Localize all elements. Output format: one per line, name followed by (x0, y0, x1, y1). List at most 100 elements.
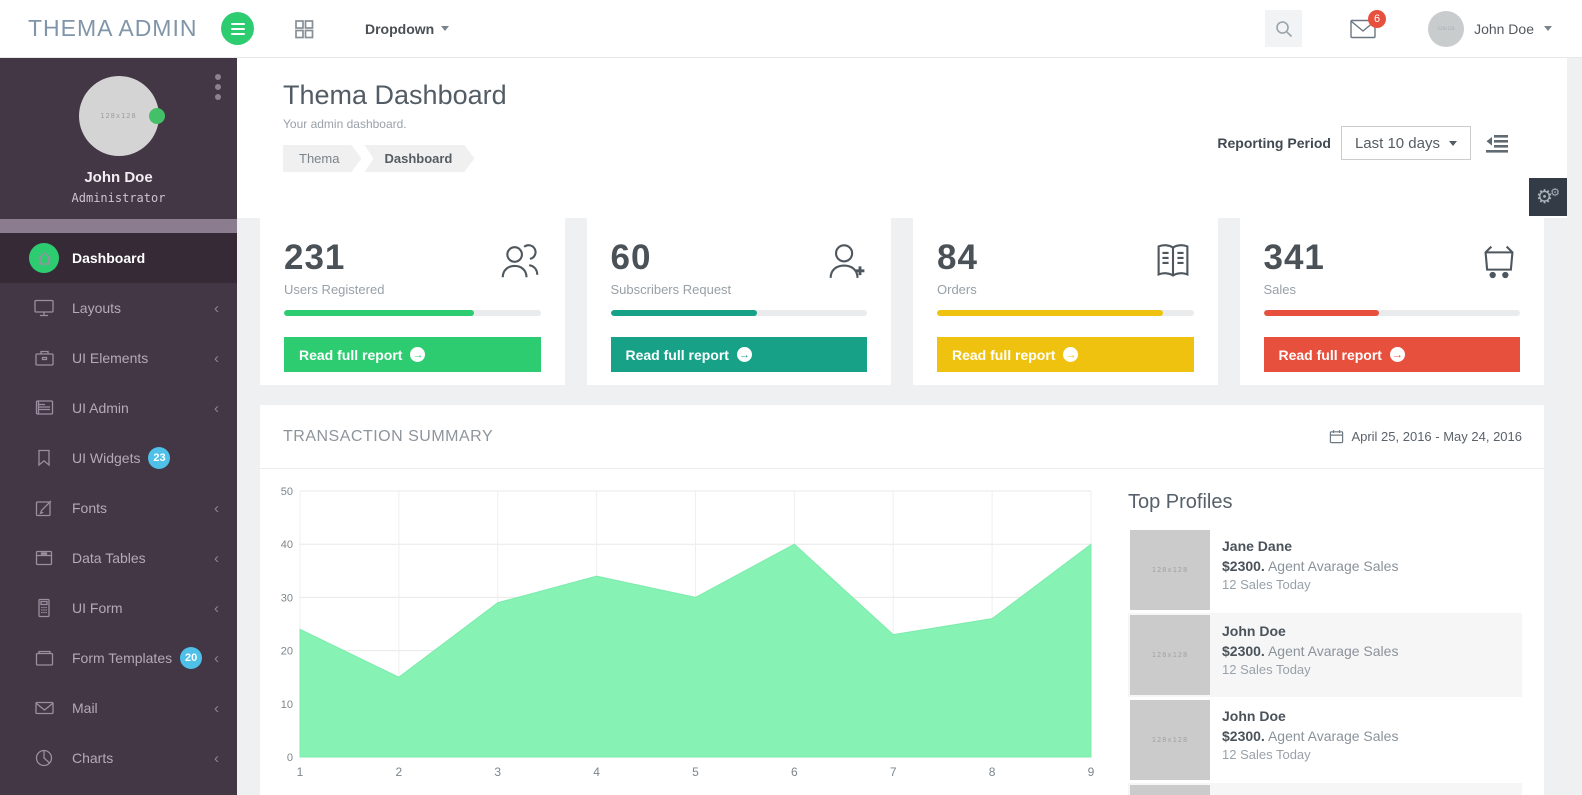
progress-fill (937, 310, 1163, 316)
sidebar-menu: Dashboard Layouts ‹ UI Elements ‹ UI A (0, 233, 237, 783)
pie-chart-icon (28, 748, 60, 768)
stat-card-sales: 341 Sales Read full report → (1239, 218, 1544, 385)
panel-header: TRANSACTION SUMMARY April 25, 2016 - May… (260, 405, 1544, 469)
chevron-left-icon: ‹ (214, 349, 219, 367)
progress-bar (937, 310, 1194, 316)
stat-value: 341 (1263, 238, 1325, 277)
avatar: 128x128 (1428, 10, 1465, 47)
avatar: 128x128 (1130, 615, 1210, 695)
sidebar: 128x128 John Doe Administrator Dashboard… (0, 58, 237, 795)
user-plus-icon (823, 238, 869, 289)
sidebar-item-ui-widgets[interactable]: UI Widgets 23 (0, 433, 237, 483)
read-report-button[interactable]: Read full report → (284, 337, 541, 372)
nav-dropdown-label: Dropdown (365, 20, 435, 37)
profile-amount: $2300. (1222, 728, 1265, 744)
read-report-button[interactable]: Read full report → (610, 337, 867, 372)
stat-value: 60 (610, 238, 652, 277)
page-header: Thema Dashboard Your admin dashboard. Th… (237, 58, 1567, 218)
home-icon (28, 243, 60, 273)
stat-card-users-registered: 231 Users Registered Read full report → (260, 218, 565, 385)
user-menu[interactable]: 128x128 John Doe (1428, 10, 1552, 47)
svg-text:1: 1 (297, 765, 304, 779)
stat-label: Orders (937, 282, 977, 297)
profile-name: John Doe (1222, 623, 1286, 639)
svg-text:0: 0 (287, 752, 293, 764)
chevron-down-icon (1449, 140, 1457, 146)
stat-value: 84 (937, 238, 978, 277)
chevron-down-icon (1544, 26, 1552, 31)
progress-bar (284, 310, 541, 316)
collapse-panel-button[interactable] (1485, 133, 1509, 153)
dashboard-content: 231 Users Registered Read full report → … (237, 218, 1567, 795)
sidebar-item-charts[interactable]: Charts ‹ (0, 733, 237, 783)
envelope-icon (28, 698, 60, 718)
count-badge: 20 (180, 647, 203, 669)
profile-sales: 12 Sales Today (1222, 662, 1311, 677)
chevron-left-icon: ‹ (214, 599, 219, 617)
scrollbar[interactable] (1567, 58, 1582, 795)
stat-label: Sales (1263, 282, 1297, 297)
mail-count-badge: 6 (1368, 9, 1387, 28)
search-button[interactable] (1265, 10, 1303, 47)
stats-row: 231 Users Registered Read full report → … (260, 218, 1544, 385)
svg-text:3: 3 (494, 765, 501, 779)
sidebar-item-layouts[interactable]: Layouts ‹ (0, 283, 237, 333)
profile-sales: 12 Sales Today (1222, 577, 1311, 592)
sidebar-item-ui-form[interactable]: UI Form ‹ (0, 583, 237, 633)
stat-label: Subscribers Request (610, 282, 732, 297)
svg-text:40: 40 (281, 539, 293, 551)
arrow-circle-right-icon: → (736, 347, 752, 362)
progress-fill (284, 310, 474, 316)
main-content: Thema Dashboard Your admin dashboard. Th… (237, 58, 1567, 795)
sidebar-item-ui-admin[interactable]: UI Admin ‹ (0, 383, 237, 433)
presentation-icon (28, 398, 60, 418)
settings-panel-toggle[interactable]: ⚙ ⚙ (1529, 178, 1567, 216)
nav-dropdown[interactable]: Dropdown (365, 20, 450, 37)
read-report-button[interactable]: Read full report → (937, 337, 1194, 372)
sidebar-options-icon[interactable] (215, 74, 221, 100)
stat-card-orders: 84 Orders Read full report → (913, 218, 1218, 385)
svg-text:10: 10 (281, 699, 293, 711)
arrow-circle-right-icon: → (1389, 347, 1405, 362)
svg-text:9: 9 (1088, 765, 1095, 779)
sidebar-item-ui-elements[interactable]: UI Elements ‹ (0, 333, 237, 383)
svg-text:7: 7 (890, 765, 897, 779)
messages-button[interactable]: 6 (1350, 9, 1387, 39)
search-icon (1275, 20, 1292, 37)
calendar-icon (1330, 430, 1344, 444)
progress-fill (610, 310, 757, 316)
breadcrumb-thema[interactable]: Thema (283, 145, 361, 172)
reporting-period-select[interactable]: Last 10 days (1340, 126, 1471, 160)
svg-text:6: 6 (791, 765, 798, 779)
online-status-dot (149, 108, 165, 124)
chevron-left-icon: ‹ (214, 299, 219, 317)
sidebar-item-mail[interactable]: Mail ‹ (0, 683, 237, 733)
apps-grid-icon[interactable] (293, 18, 315, 40)
users-icon (497, 238, 543, 289)
reporting-period-label: Reporting Period (1217, 135, 1331, 151)
profile-sales: 12 Sales Today (1222, 747, 1311, 762)
progress-fill (1263, 310, 1379, 316)
svg-text:5: 5 (692, 765, 699, 779)
sidebar-item-data-tables[interactable]: Data Tables ‹ (0, 533, 237, 583)
read-report-button[interactable]: Read full report → (1263, 337, 1520, 372)
profile-name: Jane Dane (1222, 538, 1293, 554)
profile-name: John Doe (1222, 708, 1286, 724)
chevron-down-icon (441, 26, 450, 31)
user-name: John Doe (1474, 20, 1534, 37)
svg-text:2: 2 (396, 765, 403, 779)
panel-body: 0 10 20 30 40 50 1 2 3 4 5 6 7 8 9 Top Profiles 128x12… (260, 469, 1544, 795)
pencil-square-icon (28, 498, 60, 518)
bookmark-icon (28, 448, 60, 468)
brand-logo: THEMA ADMIN (28, 15, 198, 41)
page-subtitle: Your admin dashboard. (283, 117, 407, 131)
count-badge: 23 (148, 447, 171, 469)
sidebar-item-fonts[interactable]: Fonts ‹ (0, 483, 237, 533)
sidebar-item-form-templates[interactable]: Form Templates 20 ‹ (0, 633, 237, 683)
svg-text:20: 20 (281, 646, 293, 658)
sidebar-toggle-button[interactable] (221, 12, 254, 45)
sidebar-item-dashboard[interactable]: Dashboard (0, 233, 237, 283)
sidebar-divider (0, 219, 237, 233)
reporting-period: Reporting Period Last 10 days (1217, 126, 1509, 160)
svg-text:30: 30 (281, 592, 293, 604)
